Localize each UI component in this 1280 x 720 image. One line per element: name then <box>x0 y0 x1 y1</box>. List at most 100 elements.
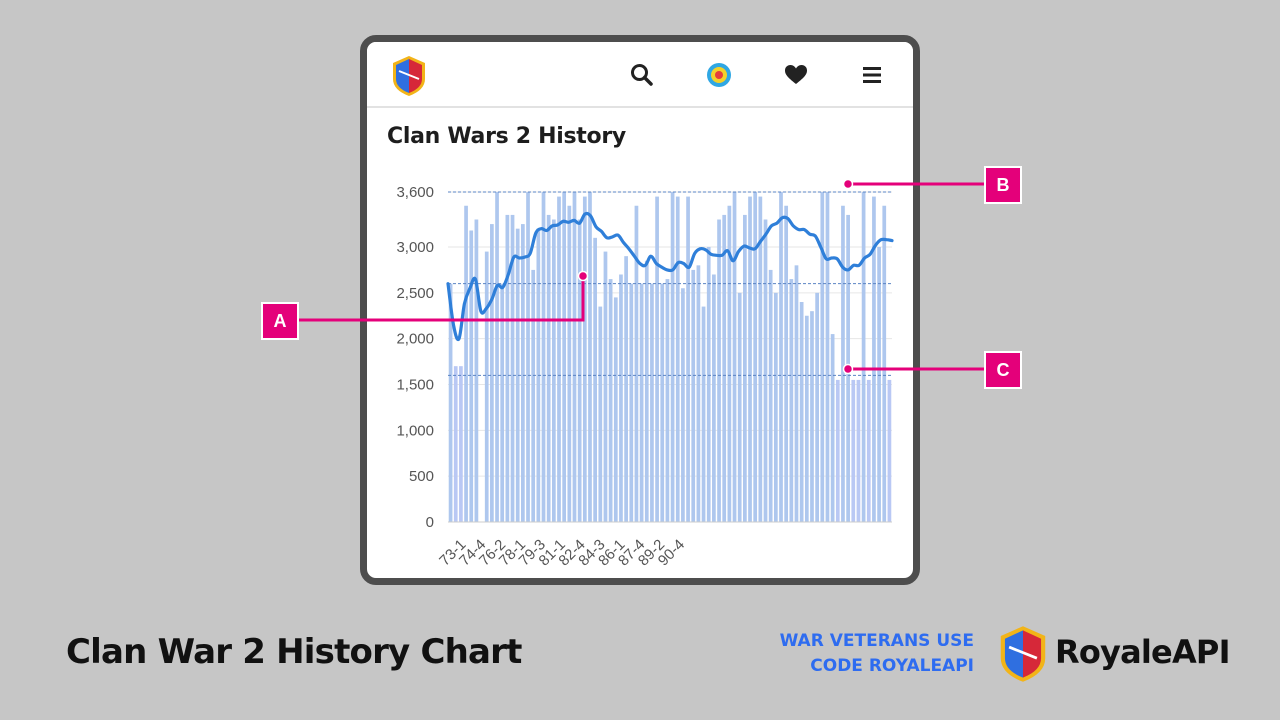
bar <box>882 205 887 522</box>
bar <box>644 260 649 522</box>
bar <box>629 283 634 522</box>
bar <box>691 269 696 522</box>
bar <box>670 192 675 522</box>
callout-c-label: C <box>984 351 1022 389</box>
promo-line-1: WAR VETERANS USE <box>779 631 974 651</box>
heart-icon[interactable] <box>783 62 809 88</box>
bar <box>789 279 794 522</box>
y-tick-label: 1,000 <box>396 422 434 439</box>
phone-frame: Clan Wars 2 History 0 500 1,000 1,500 2,000 2… <box>360 35 920 585</box>
bar <box>675 196 680 523</box>
bar <box>551 219 556 522</box>
bar <box>872 196 876 523</box>
bar <box>758 196 763 523</box>
bar <box>830 334 835 522</box>
bar <box>619 274 623 522</box>
bar <box>681 288 685 522</box>
y-tick-label: 3,600 <box>396 184 434 201</box>
hamburger-menu-icon[interactable] <box>859 62 885 88</box>
clan-wars-history-chart: 05001,0001,5002,0002,5003,0003,60073-174… <box>396 184 894 569</box>
bar <box>768 269 773 522</box>
bar <box>706 247 711 522</box>
bar <box>588 192 592 522</box>
bar <box>815 292 819 522</box>
bar <box>717 219 721 522</box>
bar <box>567 205 572 522</box>
bar <box>737 292 742 522</box>
bar <box>660 283 665 522</box>
bar <box>495 192 499 522</box>
bar <box>820 192 825 522</box>
image-caption: Clan War 2 History Chart <box>66 632 522 672</box>
bar <box>804 315 809 522</box>
y-tick-label: 0 <box>426 514 434 531</box>
bar <box>655 196 659 523</box>
bar <box>825 192 830 522</box>
bar <box>851 379 856 522</box>
bar <box>521 224 525 523</box>
bar <box>531 269 536 522</box>
royaleapi-logo-icon[interactable] <box>391 55 427 97</box>
bar <box>712 274 716 522</box>
bar <box>861 192 866 522</box>
callout-a-label: A <box>261 302 299 340</box>
bar <box>613 297 618 522</box>
app-top-bar <box>367 42 913 108</box>
bar <box>727 205 732 522</box>
bar <box>474 219 479 522</box>
bar <box>866 379 871 522</box>
bar <box>526 192 530 522</box>
bar <box>835 379 840 522</box>
bar <box>572 192 577 522</box>
bar <box>577 219 582 522</box>
bar <box>515 228 520 522</box>
bar <box>784 205 789 522</box>
bar <box>624 256 628 522</box>
bar <box>448 283 453 522</box>
bar <box>557 196 561 523</box>
search-icon[interactable] <box>629 62 655 88</box>
bar <box>608 279 613 522</box>
bar <box>650 283 654 522</box>
bar <box>763 219 768 522</box>
bar <box>810 311 814 522</box>
promo-line-2: CODE ROYALEAPI <box>810 656 974 676</box>
bar <box>453 366 458 522</box>
target-icon[interactable] <box>706 62 732 88</box>
bar <box>732 192 737 522</box>
series-line <box>446 211 894 342</box>
bar <box>799 302 804 522</box>
bar <box>634 205 639 522</box>
bar <box>877 247 881 522</box>
bar <box>598 306 603 522</box>
y-tick-label: 2,000 <box>396 331 434 348</box>
brand-name: RoyaleAPI <box>1055 633 1230 671</box>
bar <box>748 196 752 523</box>
bar <box>753 192 758 522</box>
card-title: Clan Wars 2 History <box>387 124 626 149</box>
bar <box>464 205 468 522</box>
bar <box>887 379 892 522</box>
y-tick-label: 500 <box>409 468 434 485</box>
bar <box>469 230 474 522</box>
bar <box>846 214 850 522</box>
y-tick-label: 3,000 <box>396 239 434 256</box>
bar <box>582 196 587 523</box>
bar <box>505 214 510 522</box>
bar <box>484 251 489 522</box>
bar <box>541 192 546 522</box>
callout-b-label: B <box>984 166 1022 204</box>
bar <box>490 224 494 523</box>
bar <box>841 205 845 522</box>
bar <box>603 251 608 522</box>
bar <box>743 214 747 522</box>
bar <box>665 279 670 522</box>
bar <box>562 192 567 522</box>
y-tick-label: 2,500 <box>396 285 434 302</box>
bar <box>500 283 505 522</box>
bar <box>639 283 644 522</box>
bar <box>546 214 551 522</box>
y-tick-label: 1,500 <box>396 377 434 394</box>
promo-text: WAR VETERANS USE CODE ROYALEAPI <box>780 629 974 679</box>
bar <box>593 237 597 522</box>
